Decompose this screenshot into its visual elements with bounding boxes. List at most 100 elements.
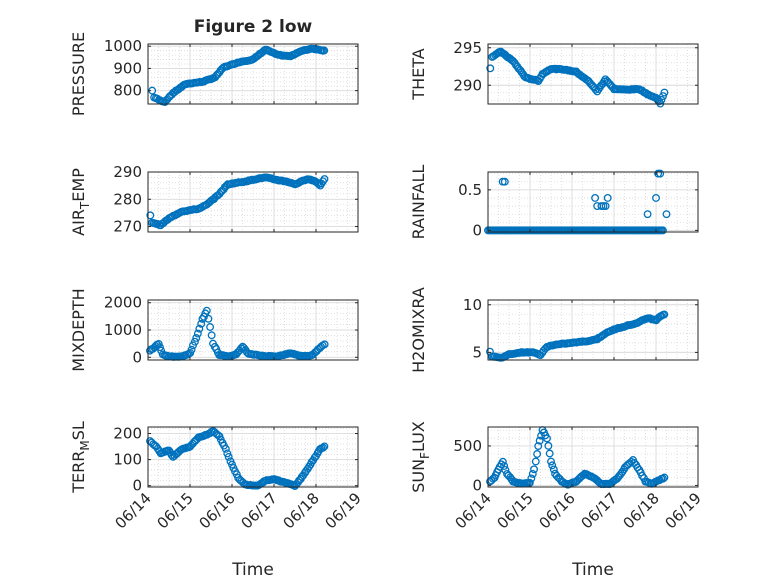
axes-box xyxy=(487,426,699,488)
data-point xyxy=(204,314,213,323)
y-tick-label: 500 xyxy=(453,437,482,455)
x-axis-label: Time xyxy=(571,560,614,580)
subplot-pressure: 800 900 1000 PRESSURE Figure 2 low xyxy=(69,17,359,116)
data-point xyxy=(660,88,669,97)
y-axis-label: H2OMIXRA xyxy=(409,287,428,373)
x-tick-label: 06/17 xyxy=(578,489,621,532)
y-axis-label: PRESSURE xyxy=(69,32,88,116)
data-point xyxy=(527,474,536,483)
data-point xyxy=(320,340,329,349)
data-point xyxy=(658,474,667,483)
y-axis-label: MIXDEPTH xyxy=(69,288,88,371)
y-tick-label: 900 xyxy=(113,59,142,77)
data-point xyxy=(485,347,494,356)
data-point xyxy=(195,324,204,333)
data-point xyxy=(190,337,199,346)
data-point xyxy=(591,193,600,202)
data-point xyxy=(498,457,507,466)
data-point xyxy=(237,344,246,353)
axes-box xyxy=(147,426,359,488)
markers xyxy=(148,44,329,106)
x-tick-label: 06/18 xyxy=(280,489,323,532)
data-point xyxy=(547,457,555,466)
axes-box xyxy=(487,299,699,361)
y-tick-label: 200 xyxy=(113,425,142,443)
axes-box xyxy=(487,43,699,105)
data-point xyxy=(320,442,329,451)
x-tick-label: 06/15 xyxy=(154,489,197,532)
data-point xyxy=(206,323,215,331)
subplot-theta: 290 295 THETA xyxy=(409,39,699,108)
data-point xyxy=(320,46,329,55)
y-tick-label: 1000 xyxy=(104,321,142,339)
markers xyxy=(486,47,669,108)
data-point xyxy=(660,310,669,319)
data-point xyxy=(500,462,509,470)
data-point xyxy=(320,175,329,184)
data-point xyxy=(187,345,196,354)
x-tick-label: 06/18 xyxy=(620,489,663,532)
y-tick-label: 290 xyxy=(113,163,142,181)
data-point xyxy=(146,211,155,220)
y-tick-label: 0 xyxy=(472,221,482,239)
data-point xyxy=(535,436,544,445)
subplot-mixdepth: 0 1000 2000 MIXDEPTH xyxy=(69,288,359,372)
data-point xyxy=(207,331,216,340)
data-point xyxy=(652,193,660,202)
data-point xyxy=(656,169,665,178)
x-tick-label: 06/14 xyxy=(112,489,155,532)
y-axis-label: SUNFLUX xyxy=(409,421,432,493)
data-point xyxy=(202,306,211,315)
data-point xyxy=(193,329,202,338)
data-point xyxy=(549,465,558,474)
y-tick-label: 1000 xyxy=(104,37,142,55)
y-tick-label: 0 xyxy=(132,477,142,495)
data-point xyxy=(223,449,232,458)
markers xyxy=(146,173,329,230)
data-point xyxy=(531,457,540,466)
y-tick-label: 295 xyxy=(453,39,482,57)
data-point xyxy=(638,86,647,95)
data-point xyxy=(643,210,652,219)
x-tick-label: 06/16 xyxy=(196,489,239,532)
y-axis-label: AIRTEMP xyxy=(69,168,92,236)
markers xyxy=(486,426,669,489)
data-point xyxy=(500,177,509,186)
data-point xyxy=(657,95,666,104)
x-tick-label: 06/17 xyxy=(238,489,281,532)
markers xyxy=(146,427,329,490)
y-axis-label: RAINFALL xyxy=(409,165,428,240)
data-point xyxy=(528,469,537,478)
data-point xyxy=(601,202,610,210)
data-point xyxy=(658,226,667,235)
x-tick-label: 06/14 xyxy=(452,489,495,532)
y-tick-label: 5 xyxy=(472,343,482,361)
data-point xyxy=(221,444,230,453)
data-point xyxy=(156,343,164,352)
markers xyxy=(484,169,671,235)
y-tick-label: 2000 xyxy=(104,294,142,312)
data-point xyxy=(534,442,543,450)
data-point xyxy=(192,334,201,342)
data-point xyxy=(544,441,553,450)
figure-title: Figure 2 low xyxy=(194,17,313,37)
data-point xyxy=(545,449,554,458)
x-tick-label: 06/19 xyxy=(662,489,705,532)
data-point xyxy=(319,443,327,452)
data-point xyxy=(486,64,495,73)
data-point xyxy=(530,465,539,474)
y-tick-label: 100 xyxy=(113,451,142,469)
y-axis-label: TERRMSL xyxy=(69,421,92,494)
data-point xyxy=(543,434,551,443)
y-tick-label: 270 xyxy=(113,218,142,236)
data-point xyxy=(591,85,600,94)
subplot-air-temp: 270 280 290 AIRTEMP xyxy=(69,163,359,236)
data-point xyxy=(548,461,557,470)
y-tick-label: 10 xyxy=(463,296,482,314)
y-tick-label: 290 xyxy=(453,76,482,94)
data-point xyxy=(224,452,233,461)
markers xyxy=(145,306,329,361)
